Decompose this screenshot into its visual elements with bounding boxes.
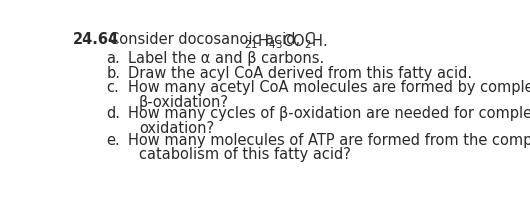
Text: oxidation?: oxidation?: [139, 121, 214, 136]
Text: e.: e.: [107, 132, 120, 148]
Text: β-oxidation?: β-oxidation?: [139, 95, 229, 110]
Text: a.: a.: [107, 51, 120, 66]
Text: c.: c.: [107, 80, 119, 95]
Text: Draw the acyl CoA derived from this fatty acid.: Draw the acyl CoA derived from this fatt…: [128, 65, 472, 81]
Text: How many cycles of β-oxidation are needed for complete: How many cycles of β-oxidation are neede…: [128, 106, 530, 121]
Text: 24.64: 24.64: [73, 32, 119, 48]
Text: How many molecules of ATP are formed from the complete: How many molecules of ATP are formed fro…: [128, 132, 530, 148]
Text: Consider docosanoic acid, C: Consider docosanoic acid, C: [109, 32, 315, 48]
Text: catabolism of this fatty acid?: catabolism of this fatty acid?: [139, 147, 351, 162]
Text: b.: b.: [107, 65, 120, 81]
Text: $\mathregular{_{21}H_{43}CO_2H.}$: $\mathregular{_{21}H_{43}CO_2H.}$: [244, 32, 328, 51]
Text: d.: d.: [107, 106, 120, 121]
Text: Label the α and β carbons.: Label the α and β carbons.: [128, 51, 324, 66]
Text: How many acetyl CoA molecules are formed by complete: How many acetyl CoA molecules are formed…: [128, 80, 530, 95]
